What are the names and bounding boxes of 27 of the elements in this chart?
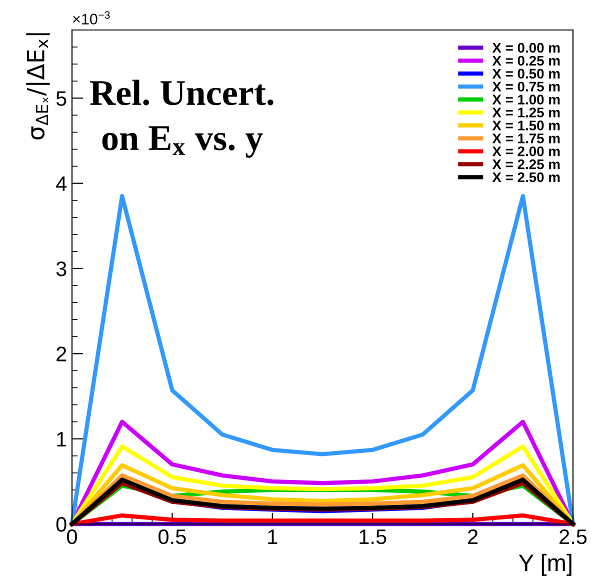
text: Rel. Uncert. on E$_{x}$ vs. y	[90, 80, 274, 158]
y-tick-label: 5	[56, 91, 66, 106]
x-tick-label: 1.5	[360, 530, 386, 544]
x-tick-label: 2	[468, 529, 478, 544]
y-axis-title: σ$_{ΔEₓ}$/|ΔE$_{x}$|	[26, 33, 50, 140]
legend-label: X = 1.25 m	[492, 108, 560, 118]
legend-label: X = 1.00 m	[492, 94, 560, 104]
legend-label: X = 0.25 m	[492, 56, 560, 66]
x-tick-label: 0.5	[158, 529, 186, 544]
legend-label: X = 0.75 m	[492, 82, 560, 92]
text: ×10$^{−3}$	[73, 11, 110, 24]
x-axis-title: Y [m]	[518, 554, 572, 576]
y-tick-label: 0	[56, 517, 66, 532]
legend-label: X = 0.50 m	[492, 68, 560, 79]
y-tick-label: 3	[56, 261, 66, 276]
x-tick-label: 0	[67, 529, 77, 544]
legend-label: X = 2.50 m	[492, 172, 560, 182]
legend-label: X = 1.75 m	[492, 134, 560, 144]
y-tick-label: 1	[57, 432, 66, 446]
x-tick-label: 1	[268, 530, 278, 544]
legend-label: X = 0.00 m	[492, 42, 560, 53]
legend-label: X = 2.00 m	[492, 146, 560, 156]
y-tick-label: 4	[56, 176, 67, 191]
y-tick-label: 2	[56, 346, 66, 362]
legend-label: X = 1.50 m	[492, 120, 560, 130]
x-tick-label: 2.5	[560, 529, 587, 544]
legend-label: X = 2.25 m	[492, 159, 560, 170]
